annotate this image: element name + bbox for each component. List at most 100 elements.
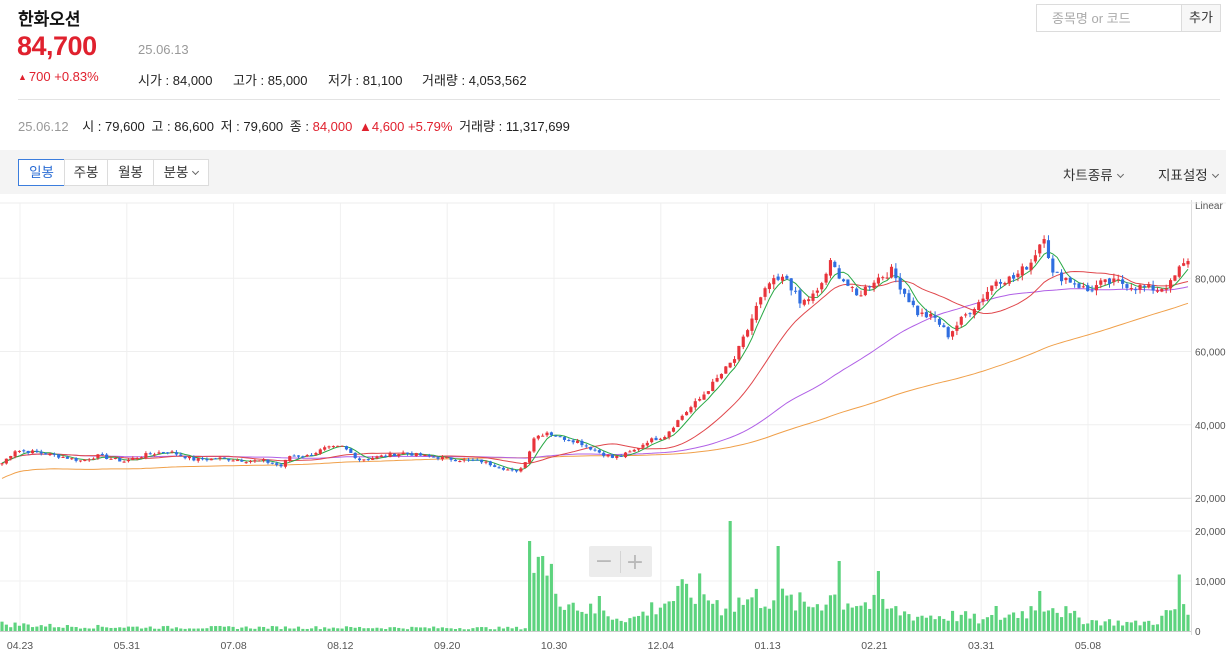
candle-body [1094,285,1098,291]
candle-body [903,288,907,294]
volume-bar [1168,610,1173,631]
volume-bar [331,627,335,631]
candle-body [554,435,558,437]
candle-body [698,398,702,401]
candle-body [305,455,309,457]
volume-bar [959,614,963,631]
candle-body [855,288,859,296]
volume-bar [610,619,615,631]
volume-bar [392,627,396,631]
candle-body [144,453,148,458]
volume-bar [170,628,174,631]
candle-body [275,463,279,465]
volume-bar [584,613,588,631]
volume-bar [1025,618,1029,631]
tab-minute[interactable]: 분봉 [153,159,209,186]
candle-body [654,437,658,441]
candle-body [597,450,601,453]
volume-bar [841,609,846,631]
candle-body [30,450,35,454]
candle-body [767,283,771,290]
candle-body [528,451,532,463]
volume-bar [366,628,370,631]
candle-body [440,456,444,460]
volume-bar [1134,620,1138,631]
volume-bar [471,628,475,631]
volume-bar [78,628,83,631]
volume-bar [850,607,854,631]
candle-body [737,345,741,360]
tab-weekly[interactable]: 주봉 [64,159,108,186]
candle-body [26,450,30,454]
volume-bar [196,628,200,631]
candle-body [270,462,274,464]
volume-bar [501,628,505,631]
volume-bar [689,597,693,631]
volume-bar [885,608,889,631]
volume-bar [637,615,641,631]
prev-day-low: 저 : 79,600 [220,119,284,134]
volume-bar [602,610,606,631]
volume-bar [1103,621,1107,631]
tab-monthly[interactable]: 월봉 [107,159,154,186]
moving-average-60-line [1,286,1189,464]
volume-bar [279,629,283,631]
volume-bar [615,618,619,631]
candle-body [1059,272,1064,282]
divider [18,99,1220,100]
candle-body [741,336,745,348]
candle-body [968,313,972,315]
zoom-in-button[interactable]: + [626,550,644,575]
candle-body [610,454,615,458]
volume-bar [13,622,17,631]
candle-body [235,460,240,462]
volume-bar [240,627,244,631]
volume-bar [161,626,165,631]
volume-bar [1173,609,1177,631]
x-axis-tick-label: 01.13 [754,640,780,652]
candle-body [881,277,885,279]
volume-bar [209,626,213,631]
volume-bar [96,624,100,631]
indicator-settings-label: 지표설정 [1158,168,1208,183]
candle-body [449,457,453,460]
volume-bar [288,628,292,631]
indicator-settings-menu[interactable]: 지표설정 [1158,164,1219,184]
candle-body [1107,278,1112,284]
candle-body [480,459,484,463]
volume-bar [619,620,623,631]
volume-bar [1151,624,1155,631]
stock-chart[interactable]: 04.23 05.31 07.08 08.12 09.20 10.30 12.04 01.13… [0,196,1226,655]
search-input[interactable] [1052,11,1172,26]
volume-bar [1086,623,1090,631]
candle-body [1168,280,1173,289]
candle-body [802,299,806,305]
search-field[interactable] [1036,4,1182,32]
volume-bar [859,605,863,631]
volume-bar [187,628,192,631]
candle-body [663,437,667,440]
volume-bar [671,601,676,631]
moving-average-5-line [1,251,1189,471]
candle-body [44,453,48,455]
stock-name: 한화오션 [18,10,81,29]
volume-bar [802,601,806,631]
volume-bar [523,628,527,631]
candle-body [105,454,109,460]
add-button[interactable]: 추가 [1181,4,1221,32]
tab-daily[interactable]: 일봉 [18,159,65,186]
volume-bar [410,626,414,631]
candle-body [109,458,113,460]
prev-day-volume: 거래량 : 11,317,699 [459,119,570,134]
volume-bar [218,625,222,631]
volume-bar [388,627,392,631]
candle-body [889,266,894,278]
candle-body [676,420,680,428]
candle-body [977,302,981,311]
volume-bar [1046,610,1051,631]
volume-bar [1073,610,1077,631]
candle-body [1142,285,1146,287]
zoom-out-button[interactable]: − [595,549,613,574]
chart-type-menu[interactable]: 차트종류 [1063,164,1124,184]
candle-body [74,458,78,461]
